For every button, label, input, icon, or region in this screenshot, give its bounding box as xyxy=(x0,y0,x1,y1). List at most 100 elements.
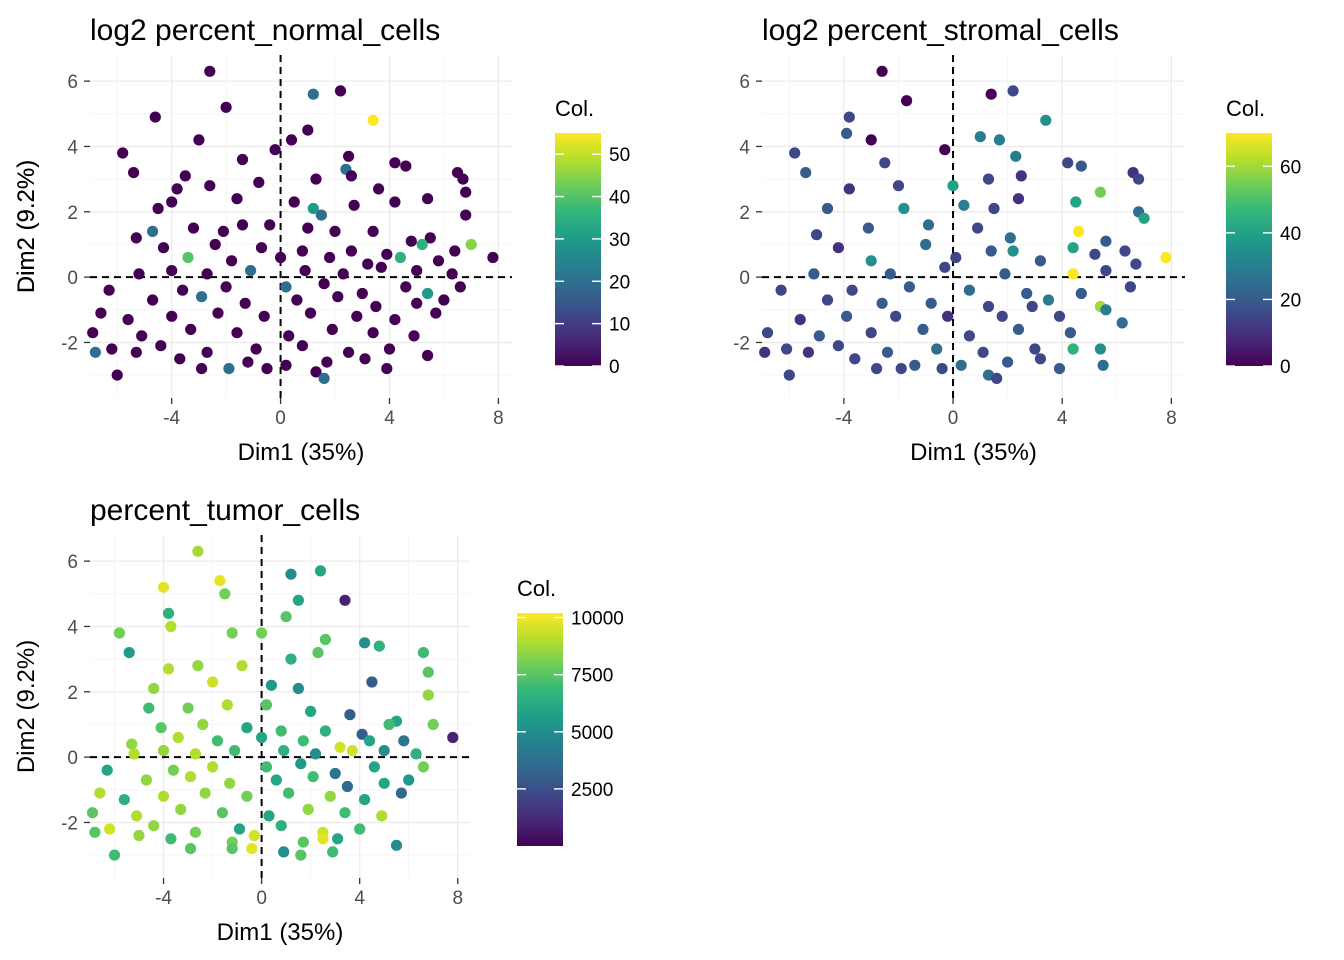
scatter-point xyxy=(846,284,858,296)
scatter-point xyxy=(411,265,423,277)
scatter-point xyxy=(275,725,287,737)
scatter-point xyxy=(196,291,208,303)
x-tick-label: -4 xyxy=(835,408,852,429)
scatter-point xyxy=(302,124,314,136)
scatter-point xyxy=(781,343,793,355)
scatter-point xyxy=(1007,85,1019,97)
chart-title: percent_tumor_cells xyxy=(90,494,360,527)
x-axis-label: Dim1 (35%) xyxy=(217,919,344,946)
scatter-point xyxy=(264,219,276,231)
scatter-point xyxy=(376,810,388,822)
scatter-point xyxy=(884,268,896,280)
scatter-point xyxy=(972,222,984,234)
scatter-point xyxy=(295,849,307,861)
scatter-point xyxy=(166,310,178,322)
scatter-point xyxy=(199,787,211,799)
scatter-point xyxy=(759,346,771,358)
scatter-point xyxy=(269,144,281,156)
scatter-point xyxy=(378,745,390,757)
scatter-point xyxy=(345,245,357,257)
scatter-point xyxy=(256,627,268,639)
scatter-point xyxy=(174,353,186,365)
scatter-point xyxy=(131,810,143,822)
scatter-point xyxy=(403,774,415,786)
x-tick-label: 8 xyxy=(452,888,463,909)
scatter-point xyxy=(381,363,393,375)
scatter-points xyxy=(759,65,1172,384)
scatter-point xyxy=(1119,245,1131,257)
scatter-point xyxy=(356,728,368,740)
scatter-point xyxy=(1116,317,1128,329)
scatter-point xyxy=(775,284,787,296)
scatter-point xyxy=(212,307,224,319)
scatter-point xyxy=(157,745,170,757)
scatter-point xyxy=(307,771,319,783)
x-tick-label: 4 xyxy=(354,888,365,909)
scatter-point xyxy=(1067,343,1079,355)
scatter-point xyxy=(356,287,368,300)
colorbar-legend: Col. 2500 5000 7500 10000 xyxy=(517,576,624,846)
scatter-point xyxy=(378,777,390,789)
scatter-point xyxy=(947,180,959,192)
scatter-point xyxy=(101,764,113,776)
scatter-point xyxy=(321,356,333,368)
scatter-point xyxy=(1010,150,1022,162)
scatter-point xyxy=(209,238,221,251)
scatter-point xyxy=(113,627,125,639)
scatter-point xyxy=(422,287,434,300)
scatter-point xyxy=(446,268,458,280)
scatter-point xyxy=(411,297,423,309)
x-axis-label: Dim1 (35%) xyxy=(910,439,1037,466)
scatter-point xyxy=(207,676,219,688)
y-tick-label: 4 xyxy=(739,137,750,158)
x-tick-label: 0 xyxy=(256,888,267,909)
scatter-point xyxy=(383,343,396,355)
scatter-point xyxy=(1075,287,1087,300)
scatter-points xyxy=(86,545,459,861)
scatter-point xyxy=(454,281,466,293)
scatter-point xyxy=(285,653,297,665)
y-tick-label: -2 xyxy=(61,333,78,354)
scatter-point xyxy=(192,660,204,672)
scatter-point xyxy=(148,682,160,695)
scatter-point xyxy=(802,346,815,358)
scatter-point xyxy=(389,157,401,169)
scatter-point xyxy=(275,820,287,832)
x-tick-label: 8 xyxy=(1166,408,1177,429)
y-tick-label: 2 xyxy=(739,203,750,224)
scatter-point xyxy=(1097,359,1109,371)
scatter-point xyxy=(876,65,888,77)
scatter-point xyxy=(939,144,951,156)
scatter-point xyxy=(422,193,434,205)
scatter-point xyxy=(898,202,910,215)
colorbar xyxy=(555,133,601,366)
scatter-point xyxy=(280,611,292,623)
scatter-point xyxy=(1062,157,1074,169)
scatter-point xyxy=(89,826,101,838)
scatter-point xyxy=(1067,242,1079,254)
scatter-point xyxy=(87,327,99,339)
scatter-point xyxy=(155,722,167,734)
scatter-point xyxy=(438,294,450,306)
scatter-point xyxy=(128,748,140,760)
scatter-point xyxy=(808,268,820,280)
scatter-point xyxy=(106,343,118,355)
scatter-point xyxy=(309,748,322,760)
scatter-point xyxy=(152,202,164,215)
scatter-point xyxy=(184,771,197,783)
scatter-point xyxy=(182,702,194,714)
scatter-point xyxy=(395,787,407,799)
scatter-point xyxy=(140,774,152,786)
scatter-point xyxy=(182,251,194,264)
scatter-point xyxy=(368,761,380,773)
scatter-point xyxy=(226,255,238,267)
scatter-point xyxy=(1007,245,1019,257)
scatter-point xyxy=(172,731,184,744)
scatter-point xyxy=(1015,170,1027,182)
y-tick-label: -2 xyxy=(61,813,78,834)
scatter-point xyxy=(315,209,327,221)
legend-title: Col. xyxy=(1226,96,1265,121)
scatter-point xyxy=(283,787,295,799)
scatter-point xyxy=(761,327,774,339)
scatter-point xyxy=(133,829,145,842)
